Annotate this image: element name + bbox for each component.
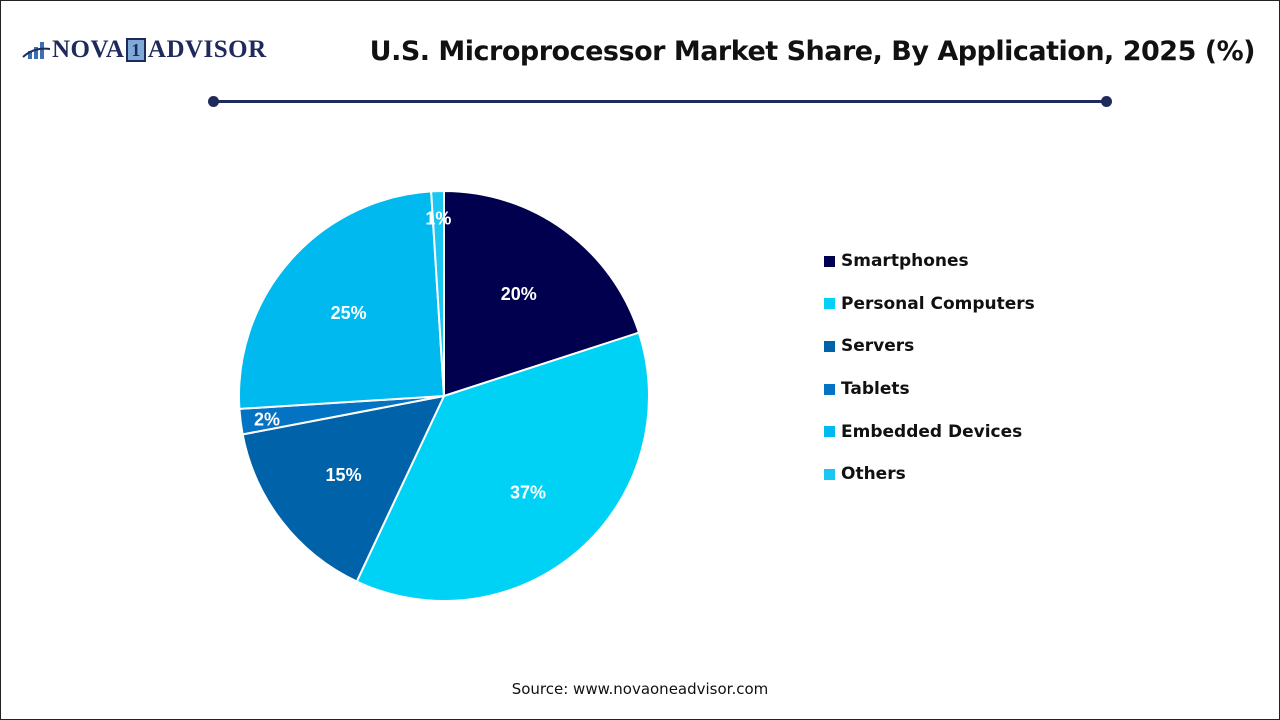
logo-number: 1 <box>126 38 146 62</box>
legend-label: Others <box>841 464 906 485</box>
logo-text: NOVA <box>52 36 125 63</box>
divider-dot <box>208 96 219 107</box>
legend-swatch <box>824 255 835 267</box>
legend-label: Smartphones <box>841 251 969 272</box>
data-label: 37% <box>510 482 546 502</box>
pie-slice-smartphones <box>443 189 641 398</box>
legend-swatch <box>824 340 835 352</box>
legend-swatch <box>824 468 835 480</box>
legend-item: Personal Computers <box>824 283 1035 326</box>
legend-label: Servers <box>841 336 915 357</box>
data-label: 25% <box>331 303 367 323</box>
legend-label: Embedded Devices <box>841 421 1023 442</box>
pie-slice-embedded-devices <box>238 190 446 410</box>
legend-item: Smartphones <box>824 240 1035 283</box>
logo-bars-icon <box>22 42 51 59</box>
legend-item: Embedded Devices <box>824 410 1035 453</box>
legend-item: Servers <box>824 325 1035 368</box>
data-label: 15% <box>326 465 362 485</box>
logo: NOVA 1 ADVISOR <box>22 36 267 64</box>
legend-swatch <box>824 426 835 438</box>
data-label: 1% <box>425 209 451 229</box>
pie-slice-others <box>430 189 445 397</box>
legend-swatch <box>824 298 835 310</box>
title-divider <box>213 100 1106 103</box>
divider-dot <box>1101 96 1112 107</box>
pie-slice-servers <box>241 394 446 583</box>
legend-label: Tablets <box>841 379 910 400</box>
pie-slice-personal-computers <box>355 331 650 602</box>
source-note: Source: www.novaoneadvisor.com <box>511 680 769 698</box>
legend-swatch <box>824 383 835 395</box>
logo-text: ADVISOR <box>147 36 267 63</box>
legend-label: Personal Computers <box>841 293 1035 314</box>
chart-title: U.S. Microprocessor Market Share, By App… <box>369 36 1256 67</box>
legend-item: Others <box>824 453 1035 496</box>
legend-item: Tablets <box>824 368 1035 411</box>
legend: Smartphones Personal Computers Servers Tabl… <box>824 240 1035 496</box>
data-label: 20% <box>501 284 537 304</box>
data-label: 2% <box>254 409 280 429</box>
